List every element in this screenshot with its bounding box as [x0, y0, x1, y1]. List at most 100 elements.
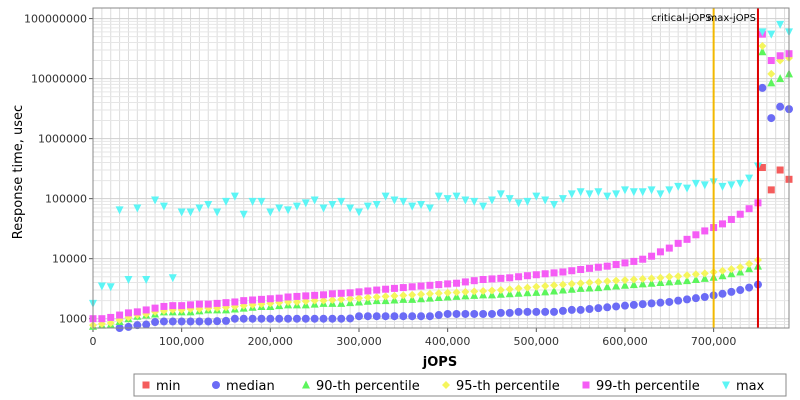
point-99-th-percentile: [240, 297, 248, 305]
point-max: [470, 197, 479, 206]
point-95-th-percentile: [638, 274, 647, 283]
point-99-th-percentile: [337, 289, 345, 297]
legend-marker-median: [212, 381, 220, 389]
point-99-th-percentile: [257, 295, 265, 303]
legend-marker-min: [142, 381, 150, 389]
point-median: [204, 317, 213, 326]
point-median: [638, 300, 647, 309]
point-90-th-percentile: [585, 283, 594, 292]
x-tick-label: 300,000: [336, 335, 382, 348]
point-99-th-percentile: [444, 280, 452, 288]
point-median: [691, 294, 700, 303]
point-median: [417, 312, 426, 321]
point-95-th-percentile: [514, 284, 523, 293]
point-99-th-percentile: [461, 278, 469, 286]
x-tick-label: 500,000: [514, 335, 560, 348]
point-max: [745, 174, 754, 183]
point-99-th-percentile: [373, 286, 381, 294]
point-max: [266, 208, 275, 217]
point-median: [408, 312, 417, 321]
point-max: [487, 196, 496, 205]
point-99-th-percentile: [550, 269, 558, 277]
point-90-th-percentile: [776, 74, 785, 83]
point-99-th-percentile: [736, 210, 744, 218]
point-90-th-percentile: [514, 288, 523, 297]
point-median: [266, 314, 275, 323]
point-median: [452, 309, 461, 318]
series-max: [89, 20, 793, 308]
point-95-th-percentile: [417, 290, 426, 299]
point-median: [532, 307, 541, 316]
legend-label-99-th-percentile: 99-th percentile: [596, 379, 700, 394]
point-90-th-percentile: [745, 264, 754, 273]
point-median: [159, 317, 168, 326]
point-median: [558, 306, 567, 315]
point-99-th-percentile: [656, 248, 664, 256]
point-max: [718, 182, 727, 191]
point-99-th-percentile: [302, 292, 310, 300]
point-median: [328, 314, 337, 323]
point-median: [523, 307, 532, 316]
y-tick-label: 10000000: [31, 73, 87, 86]
point-max: [496, 190, 505, 199]
point-min: [758, 164, 766, 172]
point-90-th-percentile: [736, 267, 745, 276]
point-95-th-percentile: [700, 269, 709, 278]
point-max: [239, 210, 248, 219]
point-max: [124, 275, 133, 284]
point-median: [758, 83, 767, 92]
point-95-th-percentile: [603, 277, 612, 286]
point-99-th-percentile: [648, 252, 656, 260]
point-95-th-percentile: [612, 276, 621, 285]
legend-marker-max: [722, 381, 730, 390]
point-max: [372, 200, 381, 209]
point-max: [736, 179, 745, 188]
point-max: [434, 192, 443, 201]
point-median: [425, 312, 434, 321]
point-median: [736, 286, 745, 295]
x-tick-label: 600,000: [602, 335, 648, 348]
point-95-th-percentile: [292, 297, 301, 306]
point-99-th-percentile: [577, 266, 585, 274]
point-median: [683, 295, 692, 304]
point-99-th-percentile: [426, 281, 434, 289]
point-90-th-percentile: [567, 284, 576, 293]
point-90-th-percentile: [674, 276, 683, 285]
point-99-th-percentile: [479, 275, 487, 283]
point-max: [115, 206, 124, 215]
point-95-th-percentile: [408, 290, 417, 299]
point-99-th-percentile: [532, 271, 540, 279]
point-max: [758, 28, 767, 37]
point-median: [470, 309, 479, 318]
point-90-th-percentile: [647, 278, 656, 287]
point-median: [727, 287, 736, 296]
point-95-th-percentile: [372, 292, 381, 301]
legend-box: [133, 373, 787, 397]
point-max: [767, 30, 776, 39]
point-90-th-percentile: [594, 283, 603, 292]
point-median: [505, 308, 514, 317]
point-95-th-percentile: [328, 295, 337, 304]
point-max: [700, 181, 709, 190]
point-99-th-percentile: [417, 282, 425, 290]
point-median: [133, 321, 142, 330]
point-99-th-percentile: [453, 279, 461, 287]
point-99-th-percentile: [187, 301, 195, 309]
x-axis-title: jOPS: [422, 355, 457, 370]
point-99-th-percentile: [776, 52, 784, 60]
point-90-th-percentile: [541, 287, 550, 296]
point-median: [168, 317, 177, 326]
point-95-th-percentile: [381, 292, 390, 301]
point-95-th-percentile: [620, 276, 629, 285]
point-99-th-percentile: [435, 281, 443, 289]
point-90-th-percentile: [691, 274, 700, 283]
point-99-th-percentile: [204, 300, 212, 308]
point-median: [674, 296, 683, 305]
point-max: [151, 196, 160, 205]
point-median: [647, 299, 656, 308]
point-90-th-percentile: [603, 282, 612, 291]
point-95-th-percentile: [736, 263, 745, 272]
point-median: [213, 317, 222, 326]
point-max: [727, 181, 736, 190]
point-max: [106, 283, 115, 292]
